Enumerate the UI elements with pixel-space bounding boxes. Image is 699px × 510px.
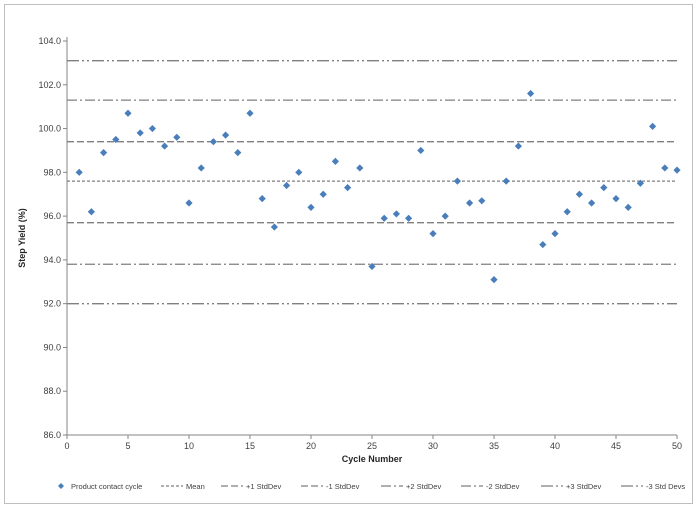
data-point	[478, 197, 486, 205]
data-point	[331, 157, 339, 165]
legend: Product contact cycle Mean +1 StdDev -1 Std…	[58, 482, 685, 491]
legend-item-6: +3 StdDev	[541, 482, 601, 491]
data-point	[124, 109, 132, 117]
x-tick-label: 20	[306, 441, 316, 451]
data-point	[514, 142, 522, 150]
data-point	[87, 208, 95, 216]
data-point	[148, 124, 156, 133]
data-point	[368, 262, 376, 271]
data-point	[234, 149, 242, 157]
data-point	[441, 212, 449, 220]
x-tick-label: 40	[550, 441, 560, 451]
data-point	[356, 164, 364, 172]
legend-label: +3 StdDev	[566, 482, 601, 491]
data-point	[661, 164, 669, 172]
data-point	[75, 168, 83, 176]
data-point	[344, 184, 352, 192]
legend-label: Mean	[186, 482, 205, 491]
data-point	[502, 177, 510, 185]
data-point	[100, 149, 108, 157]
data-point	[636, 179, 644, 187]
legend-item-5: -2 StdDev	[461, 482, 520, 491]
y-tick-label: 104.0	[38, 36, 61, 46]
legend-label: -2 StdDev	[486, 482, 520, 491]
y-tick-label: 102.0	[38, 80, 61, 90]
reference-lines	[67, 60, 677, 305]
data-point	[588, 199, 596, 207]
legend-item-3: -1 StdDev	[301, 482, 360, 491]
data-point	[490, 275, 498, 284]
data-point	[405, 214, 413, 222]
data-point	[649, 122, 657, 130]
data-point	[185, 199, 193, 207]
data-point	[563, 208, 571, 216]
scatter-chart: 86.0 88.0 90.0 92.0 94.0 96.0 98.0 100.0 102.0 10…	[17, 36, 685, 491]
legend-item-7: -3 Std Devs	[621, 482, 685, 491]
y-tick-label: 90.0	[43, 342, 61, 352]
data-point	[417, 146, 425, 155]
legend-marker	[58, 483, 64, 489]
data-point	[307, 203, 315, 211]
data-point	[539, 240, 547, 249]
y-tick-label: 94.0	[43, 255, 61, 265]
data-points	[75, 89, 681, 284]
x-axis-title: Cycle Number	[342, 454, 403, 464]
y-tick-label: 88.0	[43, 386, 61, 396]
legend-label: -3 Std Devs	[646, 482, 685, 491]
axes: 86.0 88.0 90.0 92.0 94.0 96.0 98.0 100.0 102.0 10…	[38, 36, 682, 451]
x-tick-label: 0	[64, 441, 69, 451]
x-tick-label: 50	[672, 441, 682, 451]
x-tick-label: 45	[611, 441, 621, 451]
data-point	[270, 223, 278, 231]
legend-label: -1 StdDev	[326, 482, 360, 491]
legend-item-4: +2 StdDev	[381, 482, 441, 491]
x-tick-label: 5	[125, 441, 130, 451]
data-point	[283, 181, 291, 190]
data-point	[173, 133, 181, 141]
legend-item-0: Product contact cycle	[58, 482, 142, 491]
y-tick-label: 96.0	[43, 211, 61, 221]
data-point	[429, 230, 437, 238]
data-point	[673, 166, 681, 174]
data-point	[197, 164, 205, 172]
data-point	[246, 109, 254, 117]
y-tick-label: 98.0	[43, 167, 61, 177]
y-axis-title: Step Yield (%)	[17, 208, 27, 268]
data-point	[319, 190, 327, 198]
data-point	[600, 184, 608, 192]
data-point	[392, 210, 400, 218]
x-tick-label: 10	[184, 441, 194, 451]
legend-label: +1 StdDev	[246, 482, 281, 491]
data-point	[209, 138, 217, 146]
data-point	[136, 129, 144, 137]
data-point	[112, 135, 120, 144]
legend-label: +2 StdDev	[406, 482, 441, 491]
data-point	[453, 177, 461, 185]
legend-item-2: +1 StdDev	[221, 482, 281, 491]
data-point	[624, 203, 632, 211]
data-point	[612, 195, 620, 203]
data-point	[380, 214, 388, 222]
data-point	[466, 199, 474, 207]
data-point	[161, 142, 169, 150]
x-tick-label: 15	[245, 441, 255, 451]
x-tick-label: 35	[489, 441, 499, 451]
y-tick-label: 100.0	[38, 124, 61, 134]
chart-frame: 86.0 88.0 90.0 92.0 94.0 96.0 98.0 100.0 102.0 10…	[4, 4, 693, 504]
y-tick-label: 86.0	[43, 430, 61, 440]
data-point	[551, 230, 559, 238]
y-tick-label: 92.0	[43, 299, 61, 309]
x-tick-label: 30	[428, 441, 438, 451]
legend-item-1: Mean	[161, 482, 205, 491]
data-point	[258, 195, 266, 203]
x-tick-label: 25	[367, 441, 377, 451]
legend-label: Product contact cycle	[71, 482, 142, 491]
data-point	[222, 131, 230, 139]
data-point	[575, 190, 583, 198]
data-point	[527, 89, 535, 98]
data-point	[295, 168, 303, 176]
